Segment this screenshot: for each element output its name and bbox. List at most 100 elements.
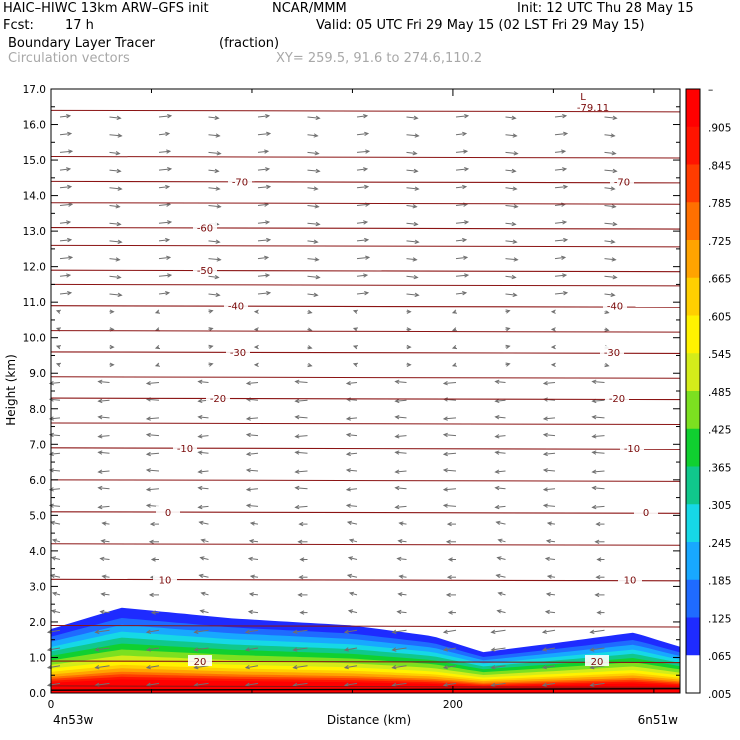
isotherm-line (50, 305, 681, 308)
isotherm-label: -30 (230, 348, 246, 359)
wind-vector (589, 629, 605, 634)
wind-vector (494, 469, 506, 474)
colorbar-swatch (686, 542, 700, 581)
wind-vector (48, 432, 61, 438)
wind-vector (554, 290, 569, 296)
wind-vector (604, 204, 617, 209)
wind-vector (97, 379, 110, 384)
wind-vector (294, 398, 308, 404)
wind-vector (397, 539, 407, 544)
wind-vector (406, 274, 419, 280)
wind-vector (299, 610, 308, 615)
colorbar-swatch (686, 202, 700, 241)
wind-vector (505, 292, 518, 298)
x-tick-label: 200 (443, 699, 463, 711)
wind-vector (495, 573, 506, 579)
wind-vector (396, 609, 407, 615)
wind-vector (158, 202, 172, 207)
wind-vector (208, 292, 221, 298)
wind-vector (546, 521, 556, 526)
colorbar-swatch (686, 504, 700, 543)
wind-vector (391, 665, 407, 670)
wind-vector (197, 415, 209, 420)
wind-vector (604, 133, 616, 138)
wind-vector (294, 379, 308, 384)
wind-vector (99, 609, 110, 615)
wind-vector (604, 221, 618, 227)
wind-vector (244, 664, 259, 670)
wind-vector (59, 184, 73, 190)
isotherm-label: 0 (165, 508, 171, 519)
wind-vector (199, 556, 209, 561)
wind-vector (589, 682, 605, 688)
wind-vector (307, 186, 319, 191)
wind-vector (554, 167, 568, 172)
wind-vector (406, 168, 419, 174)
isotherm-label: 20 (591, 657, 604, 668)
wind-vector (455, 131, 468, 137)
isotherm-label: -30 (604, 348, 620, 359)
circulation-vectors (46, 113, 618, 688)
wind-vector (494, 434, 506, 439)
y-tick-label: 17.0 (23, 84, 46, 96)
colorbar-swatch (686, 617, 700, 656)
wind-vector (253, 344, 259, 350)
wind-vector (345, 416, 358, 421)
wind-vector (97, 434, 110, 439)
wind-vector (109, 292, 123, 298)
wind-vector (406, 327, 412, 332)
wind-vector (406, 204, 418, 209)
colorbar-swatch (686, 126, 700, 165)
wind-vector (604, 151, 617, 156)
y-tick-label: 6.0 (29, 475, 46, 487)
wind-vector (455, 220, 470, 225)
wind-vector (352, 327, 359, 332)
wind-vector (496, 609, 506, 614)
isotherm-line (50, 109, 681, 113)
wind-vector (391, 647, 407, 652)
wind-vector (55, 362, 62, 367)
wind-vector (97, 398, 110, 404)
colorbar-label: .305 (708, 500, 731, 512)
wind-vector (100, 539, 110, 544)
wind-vector (604, 257, 617, 262)
wind-vector (505, 362, 511, 367)
wind-vector (257, 131, 272, 137)
wind-vector (150, 557, 159, 562)
wind-vector (253, 327, 259, 332)
wind-vector (604, 239, 616, 244)
x-end-label: 6n51w (638, 713, 679, 727)
colorbar-swatch (686, 655, 700, 694)
wind-vector (604, 168, 618, 174)
wind-vector (554, 237, 569, 243)
colorbar: – .905 .845 .785 .725 .665 .605 .545 .485 .425 .36… (685, 84, 731, 701)
colorbar-swatch (686, 89, 700, 128)
wind-vector (245, 416, 259, 421)
wind-vector (505, 309, 511, 314)
wind-vector (208, 186, 221, 191)
wind-vector (446, 521, 456, 527)
wind-vector (59, 237, 73, 243)
y-tick-label: 0.0 (29, 688, 46, 700)
wind-vector (145, 381, 160, 386)
wind-vector (59, 255, 74, 260)
wind-vector (297, 592, 308, 598)
wind-vector (48, 468, 61, 473)
isotherm-line (50, 283, 681, 287)
wind-vector (197, 434, 209, 439)
wind-vector (591, 450, 605, 455)
wind-vector (455, 273, 470, 278)
y-tick-label: 14.0 (23, 191, 46, 203)
wind-vector (245, 451, 259, 457)
wind-vector (406, 239, 420, 244)
wind-vector (292, 629, 308, 634)
wind-vector (554, 273, 568, 278)
axes: 0.0 1.0 2.0 3.0 4.0 5.0 6.0 7.0 8.0 9.0 10.0 11.0 12… (23, 84, 681, 711)
wind-vector (445, 592, 456, 598)
isotherm-line (50, 156, 681, 159)
wind-vector (253, 309, 259, 314)
wind-vector (298, 521, 308, 527)
wind-vector (307, 168, 321, 174)
wind-vector (455, 113, 470, 119)
forecast-label: Fcst: (3, 18, 34, 33)
